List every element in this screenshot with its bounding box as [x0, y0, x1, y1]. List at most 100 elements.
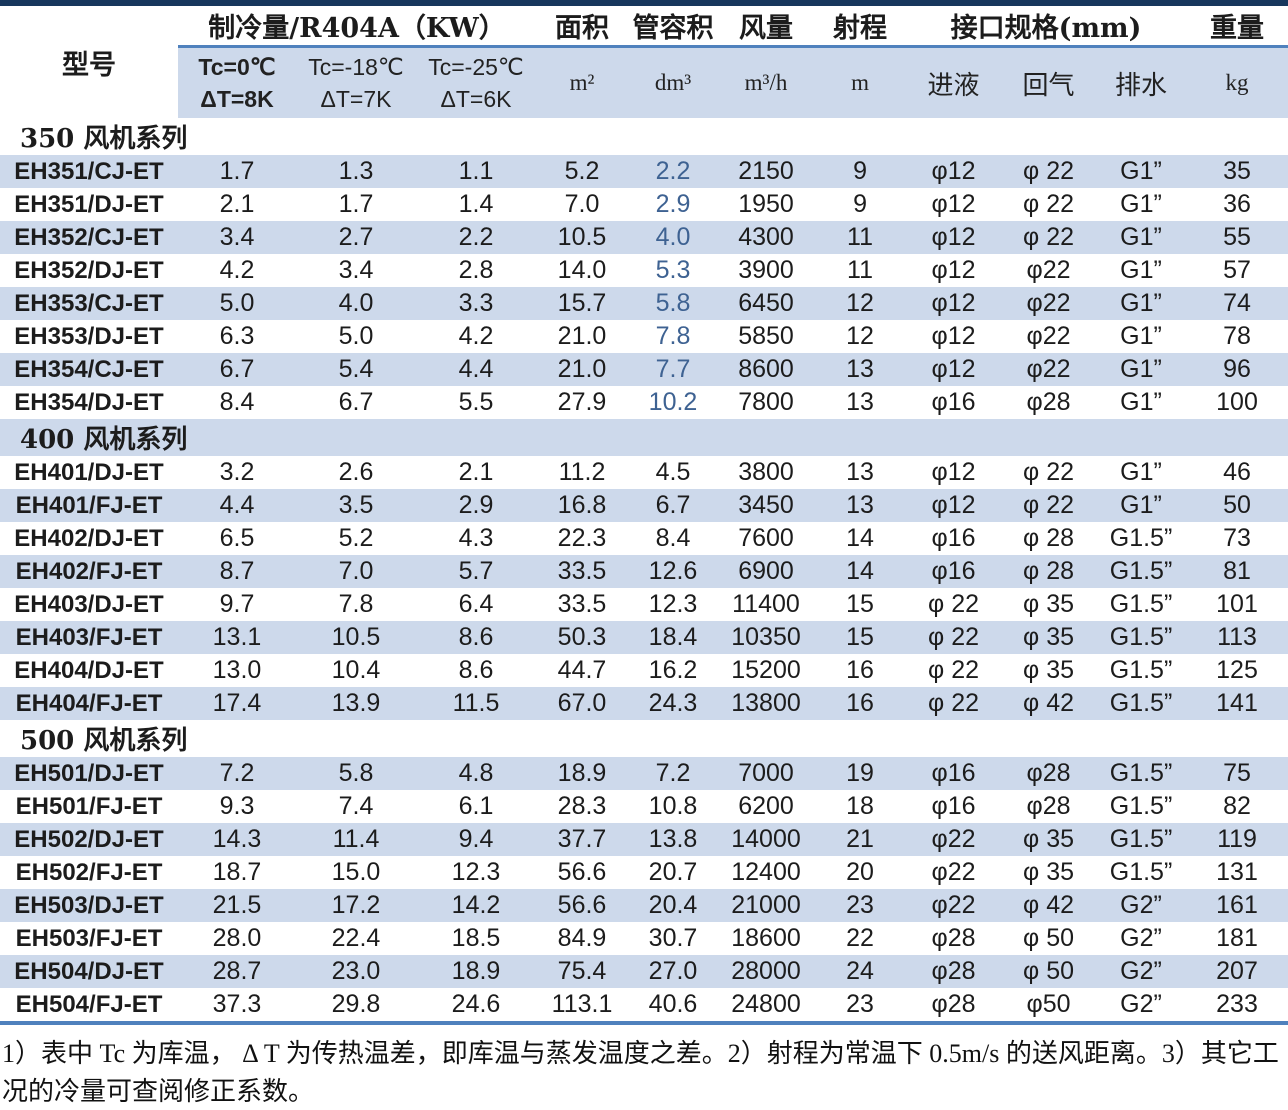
cell-throw: 11 [814, 221, 907, 254]
cell-q-tc0: 9.3 [219, 792, 255, 820]
cell-airflow: 12400 [731, 858, 801, 886]
col-header-airflow-unit: m³/h [718, 46, 815, 118]
table-row: EH502/DJ-ET 14.3 11.4 9.4 37.7 13.8 14000 21 φ22… [0, 823, 1288, 856]
cell-return-gas: φ 22 [1023, 458, 1074, 486]
cell-model: EH353/DJ-ET [14, 322, 164, 350]
cell-weight: 125 [1216, 656, 1258, 684]
cell-q-tc25: 2.1 [458, 458, 494, 486]
cell-q-tc25: 9.4 [416, 823, 537, 856]
cell-drain: G1” [1120, 388, 1162, 416]
cell-area: 15.7 [536, 287, 629, 320]
col-header-area: 面积 [536, 3, 629, 48]
cell-q-tc25: 5.7 [416, 555, 537, 588]
cell-throw: 9 [853, 190, 867, 218]
cell-area: 56.6 [536, 889, 629, 922]
header-row-units: Tc=0℃ ΔT=8K Tc=-18℃ ΔT=7K Tc=-25℃ ΔT=6K … [0, 46, 1288, 118]
table-row: EH501/DJ-ET 7.2 5.8 4.8 18.9 7.2 7000 19 φ16 φ28 G… [0, 757, 1288, 790]
cell-airflow: 4300 [718, 221, 815, 254]
cell-q-tc18: 13.9 [296, 687, 416, 720]
cell-q-tc18: 5.4 [296, 353, 416, 386]
cell-area: 67.0 [536, 687, 629, 720]
cell-q-tc0: 13.0 [212, 656, 262, 684]
cell-model: EH504/DJ-ET [0, 955, 178, 988]
cell-return-gas: φ22 [1026, 256, 1071, 284]
cell-inlet-liquid: φ28 [906, 955, 1002, 988]
cell-model: EH402/DJ-ET [14, 524, 164, 552]
cell-q-tc25: 2.9 [416, 489, 537, 522]
cell-model: EH401/FJ-ET [0, 489, 178, 522]
cell-drain: G1” [1096, 155, 1187, 188]
cell-inlet-liquid: φ22 [931, 858, 976, 886]
cell-drain: G2” [1096, 889, 1187, 922]
cell-q-tc18: 10.5 [296, 621, 416, 654]
cell-throw: 13 [846, 458, 874, 486]
tc-delta-line: ΔT=6K [440, 86, 512, 112]
col-header-tube-volume: 管容积 [628, 3, 719, 48]
cell-return-gas: φ28 [1026, 388, 1071, 416]
cell-q-tc0: 6.5 [219, 524, 255, 552]
cell-q-tc25: 12.3 [451, 858, 501, 886]
table-row: EH403/FJ-ET 13.1 10.5 8.6 50.3 18.4 10350 15 φ 2… [0, 621, 1288, 654]
cell-area: 5.2 [536, 155, 629, 188]
cell-q-tc0: 6.7 [178, 353, 296, 386]
cell-q-tc0: 2.1 [219, 190, 255, 218]
cell-q-tc18: 3.5 [296, 489, 416, 522]
cell-weight: 81 [1186, 555, 1288, 588]
cell-area: 56.6 [557, 858, 607, 886]
cell-model: EH353/CJ-ET [0, 287, 178, 320]
cell-weight: 82 [1223, 792, 1251, 820]
cell-q-tc0: 3.2 [219, 458, 255, 486]
cell-tube-volume: 4.0 [628, 221, 719, 254]
cell-throw: 13 [814, 489, 907, 522]
cell-tube-volume: 8.4 [655, 524, 691, 552]
cell-return-gas: φ 35 [1001, 621, 1097, 654]
cell-drain: G2” [1120, 990, 1162, 1018]
cell-drain: G1” [1120, 256, 1162, 284]
cell-throw: 22 [846, 924, 874, 952]
cell-throw: 9 [814, 155, 907, 188]
cell-q-tc25: 1.4 [458, 190, 494, 218]
cell-model: EH404/FJ-ET [0, 687, 178, 720]
cell-area: 14.0 [557, 256, 607, 284]
cell-weight: 78 [1223, 322, 1251, 350]
cell-throw: 16 [814, 687, 907, 720]
cell-q-tc25: 4.3 [458, 524, 494, 552]
cell-area: 7.0 [564, 190, 600, 218]
cell-return-gas: φ 50 [1023, 924, 1074, 952]
cell-return-gas: φ 28 [1023, 524, 1074, 552]
cell-q-tc18: 2.6 [338, 458, 374, 486]
cell-tube-volume: 30.7 [648, 924, 698, 952]
series-group-label: 400 风机系列 [0, 419, 1288, 456]
table-row: EH401/FJ-ET 4.4 3.5 2.9 16.8 6.7 3450 13 φ12 φ 22… [0, 489, 1288, 522]
cell-drain: G1” [1120, 458, 1162, 486]
cell-tube-volume: 24.3 [628, 687, 719, 720]
cell-q-tc25: 14.2 [416, 889, 537, 922]
cell-q-tc25: 6.4 [458, 590, 494, 618]
cell-airflow: 3800 [738, 458, 794, 486]
cell-area: 33.5 [536, 555, 629, 588]
cell-q-tc18: 2.7 [296, 221, 416, 254]
cell-q-tc18: 4.0 [296, 287, 416, 320]
cell-q-tc0: 5.0 [178, 287, 296, 320]
cell-q-tc0: 4.4 [178, 489, 296, 522]
cell-q-tc18: 17.2 [296, 889, 416, 922]
cell-throw: 20 [846, 858, 874, 886]
cell-area: 113.1 [551, 990, 613, 1018]
cell-tube-volume: 10.2 [648, 388, 698, 416]
cell-throw: 21 [814, 823, 907, 856]
cell-inlet-liquid: φ16 [906, 757, 1002, 790]
cell-weight: 113 [1186, 621, 1288, 654]
cell-drain: G1.5” [1109, 524, 1173, 552]
cell-airflow: 7000 [718, 757, 815, 790]
cell-weight: 73 [1223, 524, 1251, 552]
cell-throw: 14 [846, 524, 874, 552]
tc-delta-line: ΔT=8K [200, 86, 274, 112]
col-group-cooling-capacity: 制冷量/R404A（KW） [178, 3, 537, 48]
table-row: EH504/DJ-ET 28.7 23.0 18.9 75.4 27.0 28000 24 φ2… [0, 955, 1288, 988]
cell-q-tc0: 1.7 [178, 155, 296, 188]
cell-inlet-liquid: φ 22 [928, 656, 979, 684]
cell-airflow: 13800 [718, 687, 815, 720]
cell-area: 21.0 [536, 353, 629, 386]
cell-model: EH501/FJ-ET [15, 792, 163, 820]
